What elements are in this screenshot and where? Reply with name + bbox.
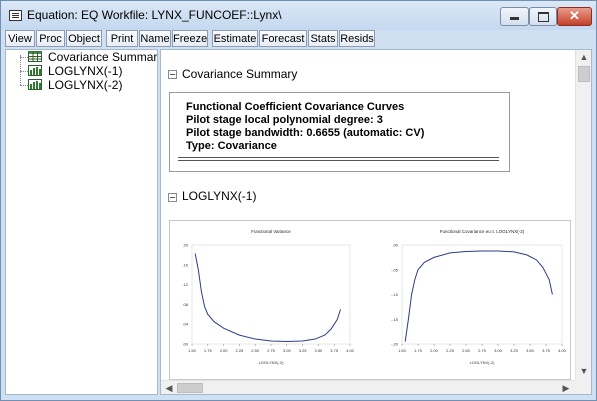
tree-item-label: LOGLYNX(-1) xyxy=(48,64,122,78)
x-tick-label: 4.00 xyxy=(346,348,355,353)
close-button[interactable]: ✕ xyxy=(557,7,592,26)
plot-frame xyxy=(402,245,562,344)
x-tick-label: 2.25 xyxy=(236,348,245,353)
collapse-summary-button[interactable] xyxy=(168,70,177,79)
x-tick-label: 1.50 xyxy=(188,348,197,353)
horizontal-scroll-thumb[interactable] xyxy=(177,383,203,393)
y-tick-label: -.10 xyxy=(391,292,399,297)
estimate-button[interactable]: Estimate xyxy=(212,30,258,47)
summary-line: Pilot stage bandwidth: 0.6655 (automatic… xyxy=(186,127,424,139)
summary-line: Pilot stage local polynomial degree: 3 xyxy=(186,114,383,126)
section-header-summary: Covariance Summary xyxy=(182,67,297,81)
scrollbar-corner xyxy=(575,380,591,394)
y-tick-label: .08 xyxy=(182,302,188,307)
x-tick-label: 2.25 xyxy=(446,348,455,353)
x-tick-label: 2.75 xyxy=(478,348,487,353)
graph-icon xyxy=(28,65,42,76)
chart-title: Functional Covariance w.r.t. LOGLYNX(-2) xyxy=(440,229,525,234)
x-tick-label: 2.50 xyxy=(251,348,260,353)
x-tick-label: 2.00 xyxy=(220,348,229,353)
collapse-graph-button[interactable] xyxy=(168,193,177,202)
x-tick-label: 3.25 xyxy=(510,348,519,353)
x-tick-label: 2.00 xyxy=(430,348,439,353)
y-tick-label: .00 xyxy=(392,243,398,248)
graph-panel: Functional Variance .00 .04 .08 .12 .16 .20 1.5… xyxy=(169,220,571,380)
minimize-button[interactable] xyxy=(500,7,529,26)
resids-button[interactable]: Resids xyxy=(339,30,375,47)
view-button[interactable]: View xyxy=(5,30,35,47)
scroll-right-icon[interactable]: ▶ xyxy=(559,381,573,395)
chart-title: Functional Variance xyxy=(251,229,291,234)
summary-line: Functional Coefficient Covariance Curves xyxy=(186,101,404,113)
object-button[interactable]: Object xyxy=(66,30,102,47)
x-tick-label: 3.00 xyxy=(494,348,503,353)
tree-item-label: Covariance Summary xyxy=(48,50,158,64)
y-tick-label: .12 xyxy=(182,282,188,287)
y-tick-label: -.15 xyxy=(391,317,399,322)
freeze-button[interactable]: Freeze xyxy=(172,30,208,47)
scroll-down-icon[interactable]: ▼ xyxy=(576,364,592,378)
title-bar[interactable]: Equation: EQ Workfile: LYNX_FUNCOEF::Lyn… xyxy=(1,1,596,30)
x-tick-label: 1.75 xyxy=(204,348,213,353)
window-title: Equation: EQ Workfile: LYNX_FUNCOEF::Lyn… xyxy=(27,8,282,22)
series-line xyxy=(195,253,340,341)
x-tick-label: 3.75 xyxy=(542,348,551,353)
table-icon xyxy=(28,51,42,62)
horizontal-scrollbar[interactable]: ◀ ▶ xyxy=(161,380,575,395)
x-tick-label: 4.00 xyxy=(558,348,567,353)
output-pane[interactable]: Covariance Summary Functional Coefficien… xyxy=(160,49,592,395)
proc-button[interactable]: Proc xyxy=(36,30,65,47)
summary-line: Type: Covariance xyxy=(186,140,277,152)
y-tick-label: .04 xyxy=(182,322,188,327)
x-tick-label: 2.50 xyxy=(462,348,471,353)
x-tick-label: 3.50 xyxy=(315,348,324,353)
graph-canvas: Functional Variance .00 .04 .08 .12 .16 .20 1.5… xyxy=(170,221,570,379)
x-tick-label: 3.00 xyxy=(283,348,292,353)
maximize-button[interactable] xyxy=(529,7,557,26)
x-tick-label: 3.75 xyxy=(330,348,339,353)
plot-frame xyxy=(192,245,350,344)
y-tick-label: .00 xyxy=(182,342,188,347)
section-header-graph: LOGLYNX(-1) xyxy=(182,189,256,203)
tree-item-label: LOGLYNX(-2) xyxy=(48,78,122,92)
series-line xyxy=(405,251,552,342)
window-menu-icon[interactable] xyxy=(9,10,22,21)
name-button[interactable]: Name xyxy=(139,30,171,47)
x-axis-label: LOGLYNX(-2) xyxy=(470,360,495,365)
graph-icon xyxy=(28,79,42,90)
scroll-up-icon[interactable]: ▲ xyxy=(576,50,592,64)
scroll-left-icon[interactable]: ◀ xyxy=(163,381,175,395)
vertical-scroll-thumb[interactable] xyxy=(578,66,590,82)
forecast-button[interactable]: Forecast xyxy=(259,30,307,47)
y-tick-label: -.05 xyxy=(391,267,399,272)
x-tick-label: 1.50 xyxy=(398,348,407,353)
summary-box: Functional Coefficient Covariance Curves… xyxy=(169,92,510,172)
x-tick-label: 2.75 xyxy=(267,348,276,353)
vertical-scrollbar[interactable]: ▲ ▼ xyxy=(575,50,592,380)
x-tick-label: 3.50 xyxy=(526,348,535,353)
y-tick-label: -.20 xyxy=(391,342,399,347)
close-icon: ✕ xyxy=(558,8,591,24)
output-tree: Covariance Summary LOGLYNX(-1) LOGLYNX(-… xyxy=(5,49,158,395)
x-axis-label: LOGLYNX(-2) xyxy=(259,360,284,365)
stats-button[interactable]: Stats xyxy=(308,30,338,47)
print-button[interactable]: Print xyxy=(106,30,138,47)
y-tick-label: .20 xyxy=(182,243,188,248)
x-tick-label: 1.75 xyxy=(414,348,423,353)
x-tick-label: 3.25 xyxy=(299,348,308,353)
y-tick-label: .16 xyxy=(182,262,188,267)
